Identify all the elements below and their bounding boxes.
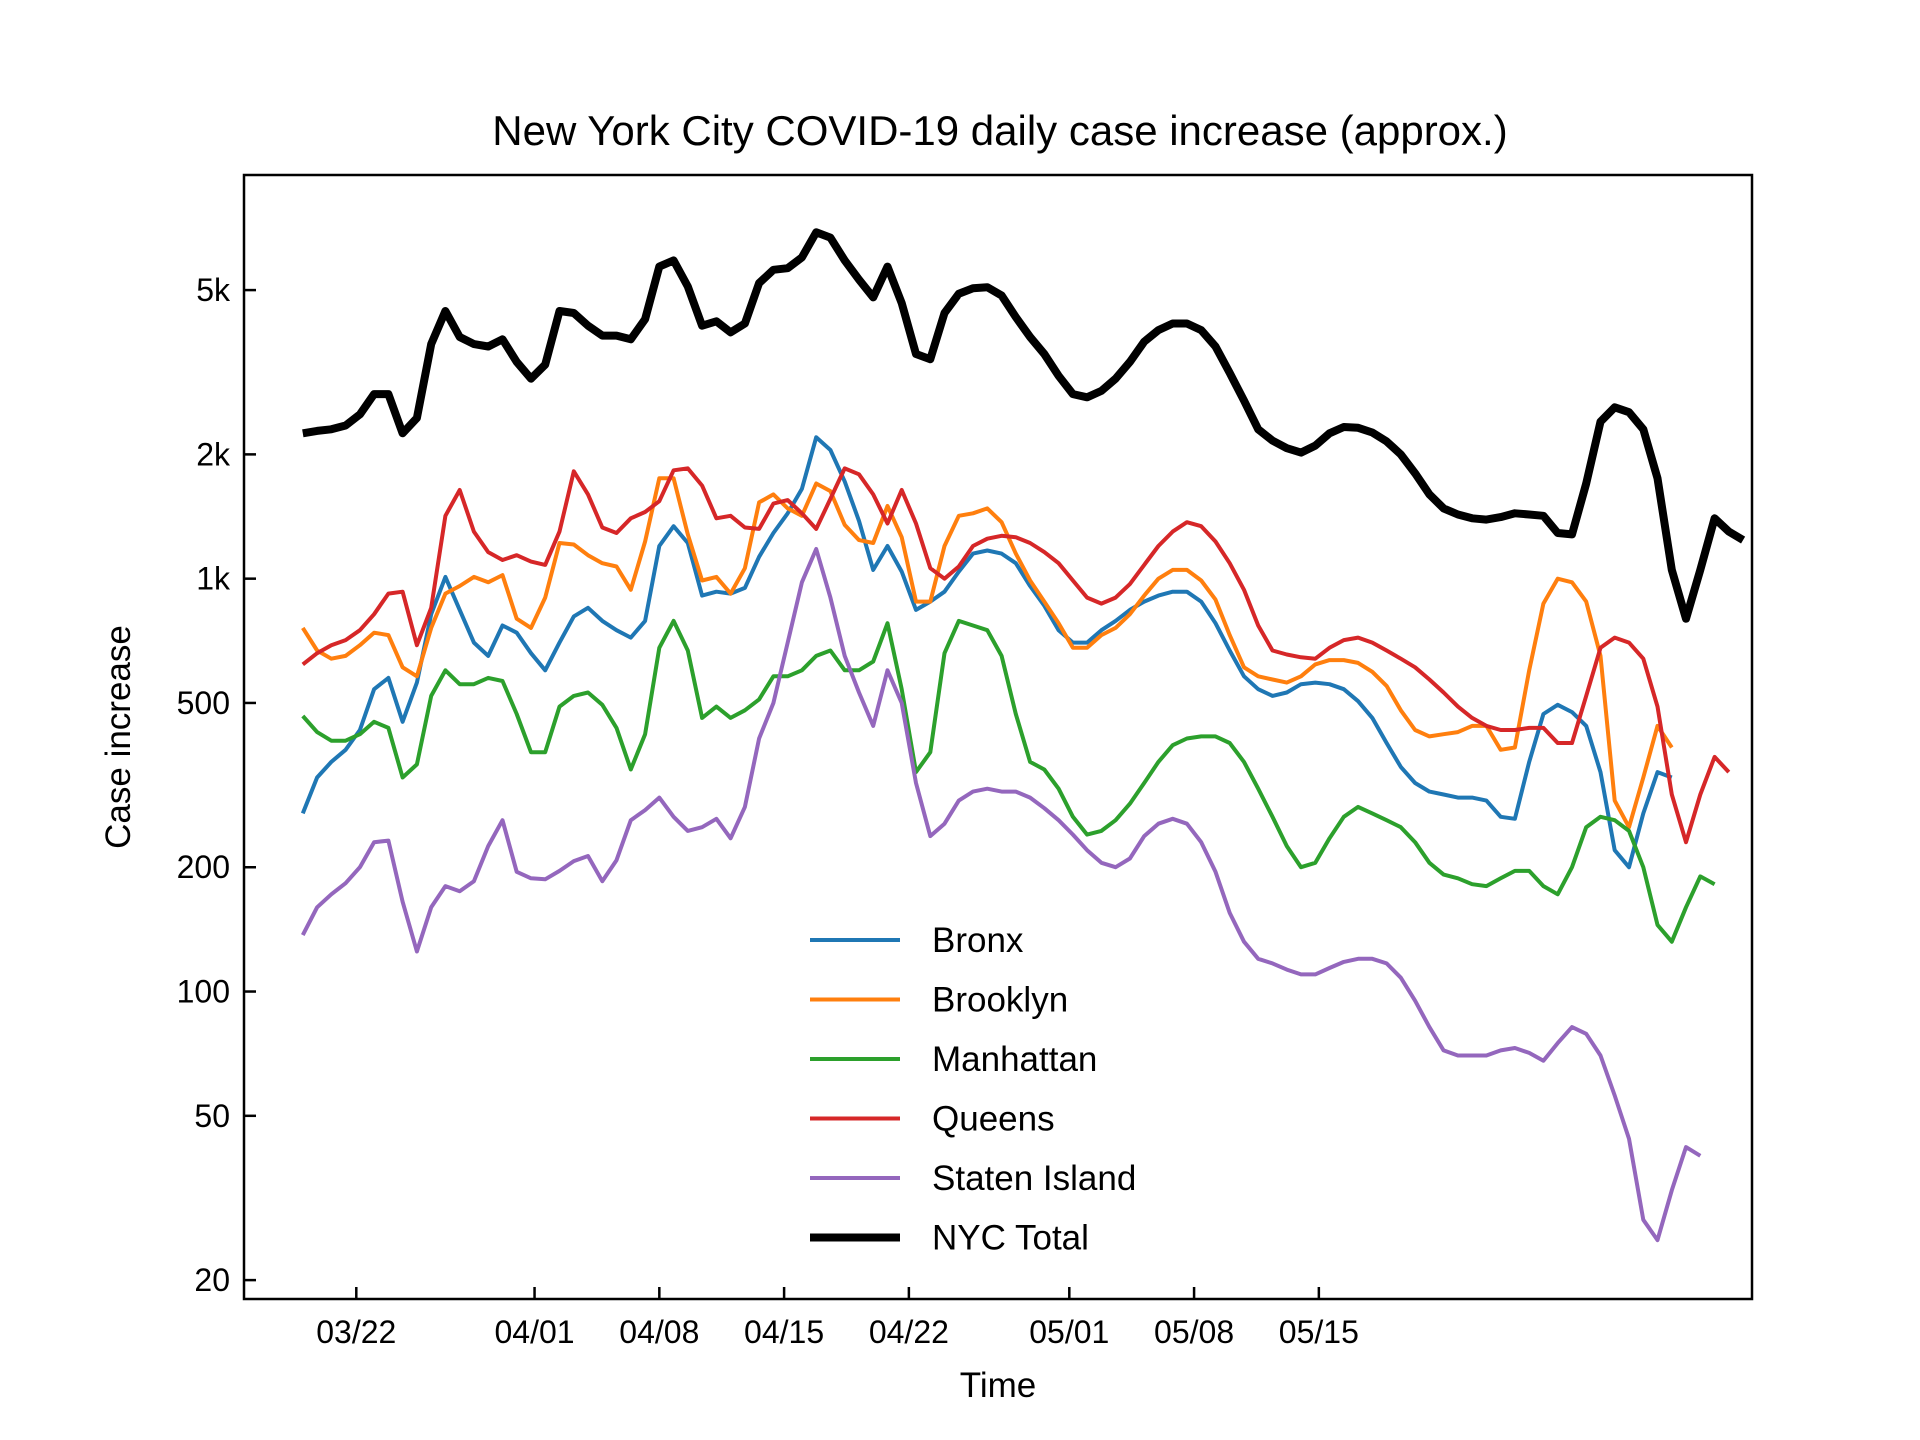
legend-label: NYC Total <box>932 1219 1089 1258</box>
y-tick-label: 20 <box>194 1262 230 1298</box>
y-tick-label: 200 <box>177 849 230 885</box>
y-axis: 20 50 100 200 500 1k 2k 5k <box>177 272 256 1298</box>
chart-title: New York City COVID-19 daily case increa… <box>492 107 1507 154</box>
series-line-bronx <box>300 435 1673 870</box>
y-tick-label: 50 <box>194 1098 230 1134</box>
x-tick-label: 04/22 <box>869 1314 949 1350</box>
x-axis: 03/22 04/01 04/08 04/15 04/22 05/01 05/08 05/15 <box>316 1287 1359 1350</box>
x-tick-label: 03/22 <box>316 1314 396 1350</box>
legend-label: Queens <box>932 1100 1055 1139</box>
plot-frame <box>242 173 1754 1301</box>
plot-area: 03/22 04/01 04/08 04/15 04/22 05/01 05/08 05/15… <box>177 173 1754 1350</box>
x-tick-label: 04/01 <box>495 1314 575 1350</box>
series-line-nyc-total <box>302 228 1746 623</box>
series-line-queens <box>301 466 1731 845</box>
y-tick-label: 2k <box>196 436 231 472</box>
x-tick-label: 04/15 <box>744 1314 824 1350</box>
legend-label: Manhattan <box>932 1040 1097 1079</box>
y-tick-label: 100 <box>177 974 230 1010</box>
y-tick-label: 5k <box>196 272 231 308</box>
legend-label: Staten Island <box>932 1159 1136 1198</box>
legend-label: Brooklyn <box>932 981 1068 1020</box>
series-line-staten-island <box>301 547 1702 1243</box>
legend: Bronx Brooklyn Manhattan Queens Staten Islan… <box>810 921 1136 1258</box>
y-axis-title: Case increase <box>99 625 138 849</box>
y-tick-label: 500 <box>177 685 230 721</box>
x-tick-label: 05/15 <box>1279 1314 1359 1350</box>
legend-label: Bronx <box>932 921 1024 960</box>
series-line-manhattan <box>301 618 1716 944</box>
y-tick-label: 1k <box>196 561 231 597</box>
series-group <box>300 228 1746 1243</box>
x-tick-label: 05/01 <box>1029 1314 1109 1350</box>
series-line-brooklyn <box>301 476 1674 830</box>
x-axis-title: Time <box>960 1366 1036 1405</box>
x-tick-label: 04/08 <box>619 1314 699 1350</box>
x-tick-label: 05/08 <box>1154 1314 1234 1350</box>
